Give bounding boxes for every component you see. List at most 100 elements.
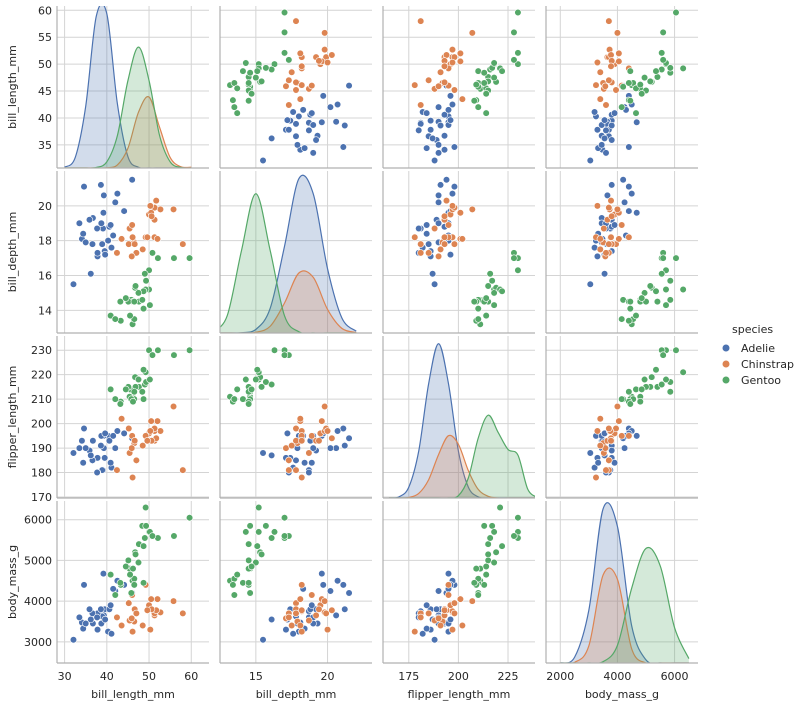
point (319, 581, 327, 589)
point (229, 96, 237, 104)
point (242, 528, 250, 536)
point (288, 442, 296, 450)
point (143, 437, 151, 445)
point (339, 143, 347, 151)
point (510, 28, 518, 36)
point (285, 76, 293, 84)
point (298, 606, 306, 614)
panel (545, 336, 698, 499)
point (640, 375, 649, 384)
plot-area (69, 503, 194, 644)
point (99, 209, 108, 217)
point (146, 375, 154, 384)
point (593, 202, 602, 210)
point (255, 503, 263, 512)
point (288, 621, 296, 630)
point (600, 224, 608, 233)
panel (382, 171, 535, 334)
point (305, 449, 313, 457)
point (129, 397, 137, 406)
point (446, 251, 455, 259)
point (289, 108, 297, 116)
point (653, 73, 662, 81)
point (97, 442, 105, 450)
point (626, 97, 634, 105)
point (659, 56, 667, 64)
point (626, 298, 634, 306)
point (69, 636, 78, 644)
y-tick-label: 14 (38, 304, 52, 317)
point (315, 605, 323, 613)
point (257, 77, 266, 85)
point (262, 378, 270, 386)
point (308, 82, 316, 90)
x-tick-label: 60 (184, 670, 198, 683)
point (245, 97, 253, 105)
y-tick-label: 18 (38, 235, 52, 248)
point (436, 121, 445, 130)
point (128, 233, 137, 241)
point (618, 221, 626, 229)
point (625, 79, 633, 87)
point (605, 240, 613, 248)
point (652, 287, 660, 295)
point (75, 444, 83, 452)
plot-area (64, 6, 192, 168)
point (87, 451, 95, 460)
y-tick-label: 16 (38, 270, 52, 283)
point (596, 415, 604, 423)
point (625, 143, 633, 151)
point (111, 444, 119, 452)
point (116, 579, 124, 587)
panel (382, 6, 535, 169)
point (280, 514, 289, 522)
point (280, 351, 289, 359)
point (107, 244, 116, 252)
point (607, 437, 615, 445)
point (444, 106, 453, 114)
point (672, 346, 680, 354)
point (596, 245, 604, 253)
point (446, 116, 455, 124)
kde-line (560, 567, 689, 663)
point (490, 301, 498, 309)
point (280, 532, 289, 540)
point (440, 62, 449, 70)
point (633, 209, 641, 217)
plot-area (69, 346, 194, 482)
point (315, 57, 323, 65)
point (440, 146, 449, 154)
point (472, 80, 480, 89)
point (107, 571, 115, 579)
point (170, 351, 178, 359)
point (113, 190, 121, 198)
point (285, 101, 293, 109)
point (292, 86, 300, 94)
point (345, 82, 353, 90)
point (434, 149, 443, 157)
point (434, 82, 443, 90)
point (484, 540, 492, 548)
point (450, 86, 459, 94)
point (321, 402, 329, 411)
point (79, 230, 87, 238)
point (185, 254, 194, 262)
point (125, 599, 133, 607)
kde-area (388, 343, 535, 498)
x-tick-label: 50 (142, 670, 156, 683)
point (415, 126, 423, 134)
point (632, 311, 640, 320)
point (446, 92, 455, 100)
point (292, 456, 300, 464)
point (130, 388, 138, 396)
point (486, 270, 494, 278)
point (448, 100, 457, 109)
point (139, 621, 147, 630)
legend-label: Gentoo (741, 374, 781, 387)
point (253, 67, 261, 75)
point (427, 117, 435, 125)
point (615, 49, 623, 57)
point (246, 589, 254, 597)
point (608, 181, 616, 189)
point (113, 427, 121, 435)
